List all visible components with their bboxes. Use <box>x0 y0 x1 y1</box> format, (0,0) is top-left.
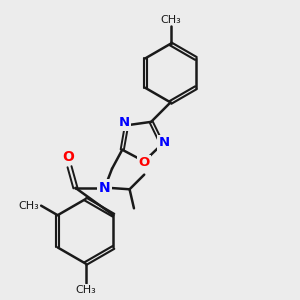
Text: CH₃: CH₃ <box>18 201 39 211</box>
Text: N: N <box>99 181 110 195</box>
Text: CH₃: CH₃ <box>160 15 181 25</box>
Text: N: N <box>118 116 130 130</box>
Text: O: O <box>62 150 74 164</box>
Text: N: N <box>159 136 170 149</box>
Text: O: O <box>139 156 150 169</box>
Text: CH₃: CH₃ <box>75 285 96 295</box>
